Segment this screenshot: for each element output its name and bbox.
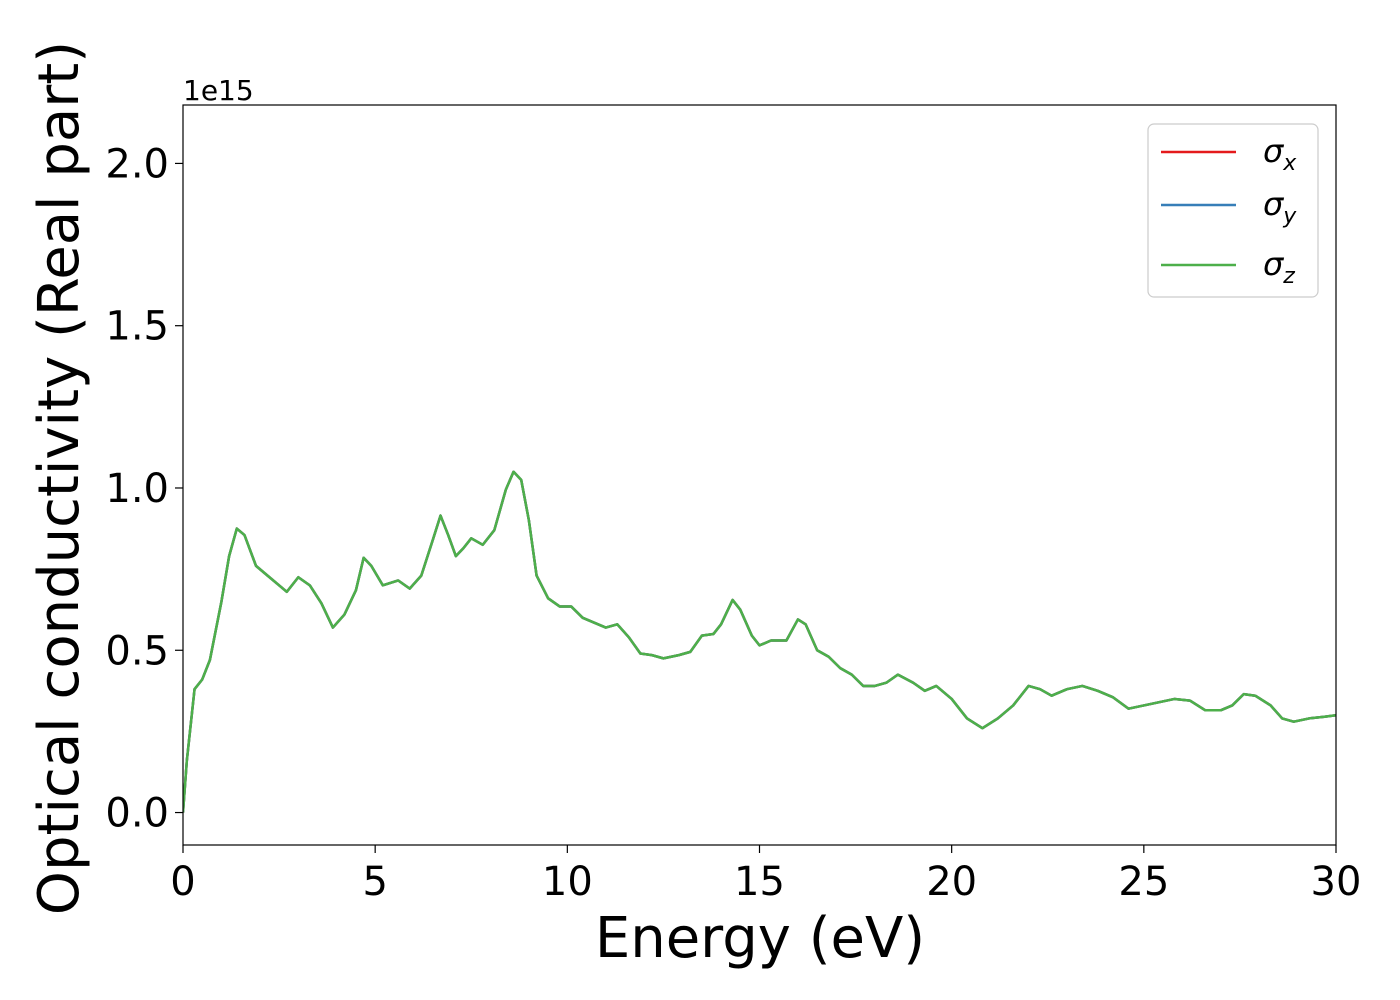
x-tick-label: 10 (542, 859, 593, 905)
x-tick-label: 20 (926, 859, 977, 905)
y-tick-label: 1.5 (105, 304, 169, 350)
y-tick-label: 0.5 (105, 628, 169, 674)
series-line (183, 470, 1336, 813)
x-tick-label: 25 (1118, 859, 1169, 905)
x-tick-label: 30 (1311, 859, 1362, 905)
offset-text: 1e15 (183, 74, 254, 107)
legend-label: σz (1263, 245, 1295, 289)
x-axis-label: Energy (eV) (595, 906, 925, 971)
legend-box (1147, 123, 1319, 298)
y-tick-label: 2.0 (105, 141, 169, 187)
series-line (183, 470, 1336, 813)
plot-lines (183, 470, 1336, 813)
legend-label: σy (1263, 185, 1297, 229)
x-tick-label: 5 (362, 859, 387, 905)
y-axis-label: Optical conductivity (Real part) (27, 41, 92, 915)
legend-label: σx (1263, 132, 1297, 176)
x-tick-label: 0 (170, 859, 195, 905)
plot-frame (182, 104, 1337, 846)
x-tick-label: 15 (734, 859, 785, 905)
y-tick-label: 0.0 (105, 791, 169, 837)
y-tick-label: 1.0 (105, 466, 169, 512)
series-line (183, 470, 1336, 813)
